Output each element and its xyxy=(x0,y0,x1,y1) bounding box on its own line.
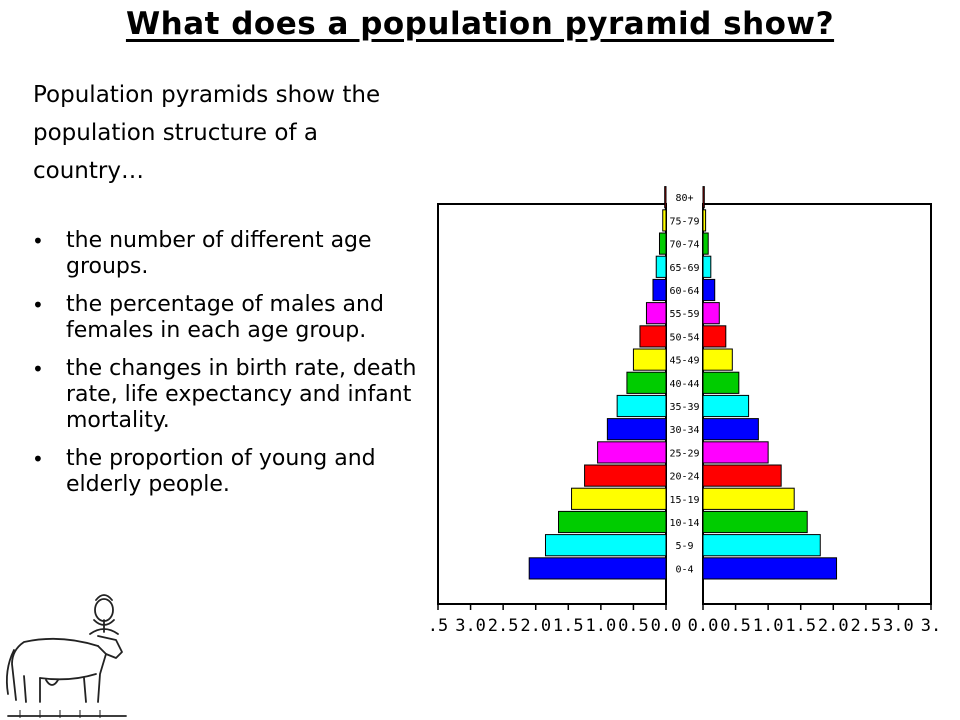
age-label: 35-39 xyxy=(669,402,699,413)
left-bar xyxy=(664,186,667,209)
age-label: 40-44 xyxy=(669,379,699,390)
bullet-item: • the proportion of young and elderly peo… xyxy=(30,446,430,498)
x-tick-label: 3.0 xyxy=(883,616,914,636)
left-bar xyxy=(616,394,667,418)
age-label: 45-49 xyxy=(669,356,699,367)
bullet-item: • the percentage of males and females in … xyxy=(30,292,430,344)
x-tick-label: 2.0 xyxy=(520,616,551,636)
page-title: What does a population pyramid show? xyxy=(125,6,835,42)
x-tick-label: .5 xyxy=(428,616,448,636)
x-tick-label: 3.0 xyxy=(455,616,486,636)
age-label: 70-74 xyxy=(669,240,699,251)
left-bar xyxy=(606,418,667,441)
left-bar xyxy=(558,510,667,534)
bullet-list: • the number of different age groups. • th… xyxy=(30,228,430,510)
age-label: 75-79 xyxy=(669,216,699,227)
bullet-text: the proportion of young and elderly peop… xyxy=(66,446,376,497)
right-bar xyxy=(702,232,709,255)
left-bar xyxy=(528,557,667,580)
left-bar xyxy=(639,325,667,348)
age-label: 65-69 xyxy=(669,263,699,274)
left-bar xyxy=(571,487,667,510)
right-bar xyxy=(702,348,733,371)
x-tick-label: 2.5 xyxy=(488,616,519,636)
left-bar xyxy=(662,209,667,232)
age-label: 0-4 xyxy=(675,564,693,575)
bullet-icon: • xyxy=(32,447,44,471)
x-tick-label: 2.5 xyxy=(850,616,881,636)
left-bar xyxy=(626,371,667,394)
x-tick-label: 0.0 xyxy=(688,616,719,636)
right-bar xyxy=(702,534,821,557)
intro-text: Population pyramids show the population … xyxy=(33,82,381,184)
bullet-text: the changes in birth rate, death rate, l… xyxy=(66,356,417,433)
age-label: 20-24 xyxy=(669,472,699,483)
bullet-item: • the changes in birth rate, death rate, … xyxy=(30,356,430,434)
left-bar xyxy=(632,348,667,371)
right-bar xyxy=(702,302,720,325)
x-tick-label: 2.0 xyxy=(818,616,849,636)
right-bar xyxy=(702,418,759,441)
right-bar xyxy=(702,441,769,464)
bull-logo-icon xyxy=(5,594,127,718)
x-tick-label: 0.0 xyxy=(651,616,682,636)
left-bar xyxy=(544,534,667,557)
right-bar xyxy=(702,510,808,534)
left-bar xyxy=(645,302,667,325)
bullet-icon: • xyxy=(32,293,44,317)
left-bar xyxy=(655,255,667,278)
left-bar xyxy=(584,464,667,487)
x-tick-label: 1.0 xyxy=(585,616,616,636)
bullet-item: • the number of different age groups. xyxy=(30,228,430,280)
right-bar xyxy=(702,371,740,394)
bullet-icon: • xyxy=(32,357,44,381)
age-label: 15-19 xyxy=(669,495,699,506)
left-bar xyxy=(597,441,667,464)
bullet-icon: • xyxy=(32,229,44,253)
right-bar xyxy=(702,487,795,510)
age-label: 10-14 xyxy=(669,518,699,529)
right-bar xyxy=(702,464,782,487)
bullet-text: the percentage of males and females in e… xyxy=(66,292,384,343)
bullet-text: the number of different age groups. xyxy=(66,228,372,279)
x-tick-label: 1.5 xyxy=(785,616,816,636)
x-tick-label: 0.5 xyxy=(720,616,751,636)
age-label: 55-59 xyxy=(669,309,699,320)
right-bar xyxy=(702,278,716,302)
age-label: 5-9 xyxy=(675,541,693,552)
x-tick-label: 0.5 xyxy=(618,616,649,636)
x-tick-label: 3. xyxy=(921,616,941,636)
right-bar xyxy=(702,186,705,209)
right-bar xyxy=(702,255,712,278)
right-bar xyxy=(702,557,838,580)
age-label: 80+ xyxy=(675,193,693,204)
left-bar xyxy=(658,232,667,255)
age-label: 60-64 xyxy=(669,286,699,297)
right-bar xyxy=(702,394,750,418)
age-label: 50-54 xyxy=(669,332,699,343)
age-label: 25-29 xyxy=(669,448,699,459)
x-tick-label: 1.5 xyxy=(553,616,584,636)
right-bar xyxy=(702,209,707,232)
right-bar xyxy=(702,325,727,348)
age-label: 30-34 xyxy=(669,425,699,436)
left-bar xyxy=(652,278,667,302)
x-tick-label: 1.0 xyxy=(753,616,784,636)
